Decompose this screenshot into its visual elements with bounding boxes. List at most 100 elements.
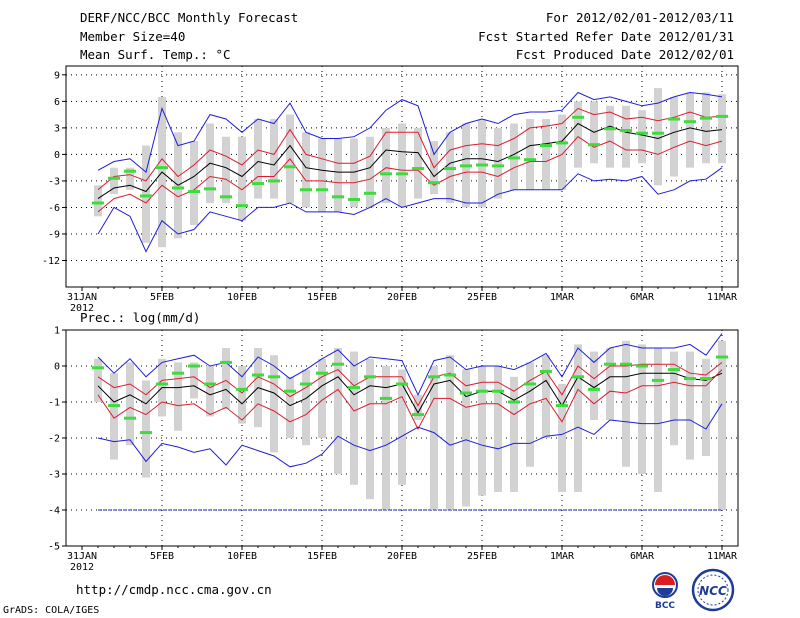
temp-ensemble-box [190,141,198,226]
prec-ensemble-box [286,376,294,438]
prec-green-mark [524,382,536,386]
temp-green-mark [460,164,472,168]
temp-green-mark [364,191,376,195]
temp-green-mark [348,197,360,201]
prec-ensemble-box [718,340,726,510]
prec-green-mark [396,382,408,386]
prec-ensemble-box [206,366,214,417]
prec-green-mark [492,389,504,393]
prec-ensemble-box [462,369,470,507]
prec-green-mark [220,360,232,364]
prec-ensemble-box [126,362,134,446]
prec-series-lower-inner [97,369,723,431]
temp-ensemble-box [654,88,662,186]
temp-green-mark [716,114,728,118]
prec-green-mark [156,382,168,386]
temp-xtick-label: 20FEB [387,292,417,303]
temp-xtick-label: 11MAR [707,292,738,303]
prec-panel-title: Prec.: log(mm/d) [80,310,201,325]
temp-panel: 9 6 3 0 -3 -6 -9 -12 31JAN 2012 5FEB 10FEB 15FEB 20FE… [42,65,739,314]
prec-ensemble-box [494,366,502,492]
prec-green-mark [444,373,456,377]
temp-green-mark [556,141,568,145]
temp-green-mark [492,164,504,168]
temp-green-mark [124,169,136,173]
temp-ytick-label: -9 [48,229,60,240]
prec-panel: 1 0 -1 -2 -3 -4 -5 31JAN 2012 5FEB 10FEB 15FEB 20FEB… [48,326,739,573]
temp-green-mark [524,158,536,162]
prec-ytick-label: -5 [48,542,60,553]
prec-ensemble-box [142,380,150,478]
prec-ytick-label: -3 [48,470,60,481]
prec-ensemble-box [702,358,710,456]
temp-ensemble-box [334,138,342,212]
temp-ensemble-box [686,92,694,168]
temp-ensemble-box [398,123,406,208]
prec-green-mark [92,366,104,370]
temp-green-mark [668,117,680,121]
prec-xtick-label: 1MAR [550,551,575,562]
prec-ytick-label: 1 [54,326,60,337]
forecast-period: For 2012/02/01-2012/03/11 [545,10,734,25]
temp-ensemble-box [318,138,326,212]
prec-green-mark [108,404,120,408]
prec-ensemble-box [446,355,454,510]
prec-ensemble-box [350,351,358,485]
prec-xtick-label: 25FEB [467,551,497,562]
temp-ytick-label: -6 [48,203,60,214]
prec-series-upper-inner [97,362,723,407]
prec-ensemble-box [574,344,582,492]
bcc-logo: BCC [652,572,678,610]
temp-green-mark [300,188,312,192]
temp-ensemble-box [302,132,310,208]
prec-ensemble-box [366,358,374,500]
prec-green-mark [556,404,568,408]
prec-green-mark [476,389,488,393]
prec-green-mark [188,364,200,368]
prec-green-mark [300,382,312,386]
prec-ensemble-box [478,366,486,496]
temp-ensemble-box [670,96,678,177]
temp-ensemble-box [94,185,102,217]
prec-green-mark [284,389,296,393]
prec-ensemble-box [398,369,406,485]
temp-xtick-label: 31JAN 2012 [67,292,97,314]
temp-ensemble-box [110,167,118,195]
temp-green-mark [92,201,104,205]
prec-ensemble-box [270,355,278,453]
prec-xtick-label: 5FEB [150,551,174,562]
temp-ensemble-box [622,105,630,168]
prec-green-mark [380,396,392,400]
temp-ensemble-box [126,167,134,190]
temp-green-mark [188,190,200,194]
prec-green-mark [428,375,440,379]
temp-green-mark [396,172,408,176]
temp-green-mark [508,156,520,160]
temp-green-mark [684,120,696,124]
temp-green-mark [156,166,168,170]
prec-ensemble-box [606,348,614,420]
temp-ytick-label: 3 [54,123,60,134]
temp-green-mark [572,115,584,119]
prec-ensemble-box [638,344,646,474]
prec-ensemble-box [654,348,662,492]
temp-ensemble-box [542,119,550,190]
prec-green-mark [348,386,360,390]
temp-green-mark [332,195,344,199]
prec-green-mark [700,377,712,381]
temp-green-mark [636,131,648,135]
temp-green-mark [412,167,424,171]
prec-ytick-label: -1 [48,398,60,409]
temp-ensemble-box [254,119,262,199]
temp-green-mark [284,165,296,169]
prec-green-mark [172,371,184,375]
temp-ensemble-box [718,94,726,164]
temp-green-mark [268,179,280,183]
temp-green-mark [652,131,664,135]
temp-ytick-label: -3 [48,176,60,187]
temp-ytick-label: 9 [54,70,60,81]
prec-ytick-label: 0 [54,362,60,373]
prec-ensemble-box [318,358,326,438]
temp-green-mark [588,143,600,147]
prec-xtick-label: 6MAR [630,551,655,562]
